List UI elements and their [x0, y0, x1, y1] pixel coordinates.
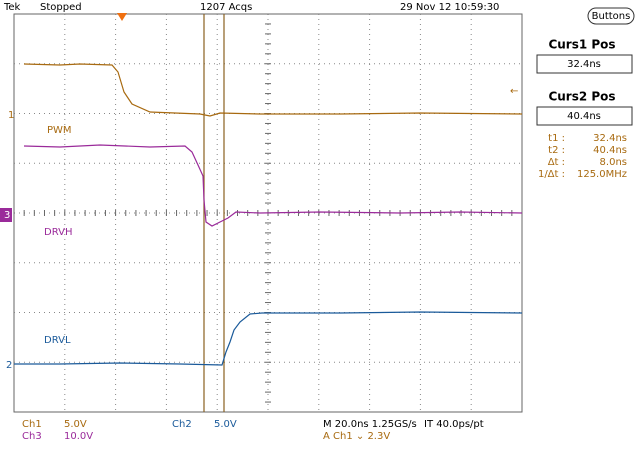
- pwm-label: PWM: [47, 125, 72, 136]
- drvl-trace: [14, 311, 523, 366]
- ch2-marker: 2: [6, 360, 12, 371]
- ch3-scale: 10.0V: [64, 431, 93, 442]
- readout-label: t2 :: [548, 145, 565, 156]
- readout-label: t1 :: [548, 133, 565, 144]
- ch1-name: Ch1: [22, 419, 42, 430]
- curs2-title: Curs2 Pos: [548, 90, 615, 104]
- drvh-trace: [23, 144, 523, 227]
- trigger-setting: A Ch1 ⌄ 2.3V: [323, 431, 390, 442]
- buttons-button[interactable]: [587, 7, 635, 25]
- interpolation: IT 40.0ps/pt: [424, 419, 484, 430]
- drvh-label: DRVH: [44, 227, 72, 238]
- pwm-trace: [23, 63, 523, 117]
- ch3-marker: 3: [4, 210, 10, 221]
- readout-label: Δt :: [548, 157, 565, 168]
- readout-label: 1/Δt :: [538, 169, 565, 180]
- trigger-position: [117, 13, 127, 21]
- readout-value: 32.4ns: [593, 133, 627, 144]
- acquisitions: 1207 Acqs: [200, 2, 252, 13]
- readout-value: 8.0ns: [600, 157, 627, 168]
- curs2-box: [536, 106, 633, 126]
- datetime: 29 Nov 12 10:59:30: [400, 2, 499, 13]
- ch2-scale: 5.0V: [214, 419, 237, 430]
- readout-value: 40.4ns: [593, 145, 627, 156]
- timebase: M 20.0ns 1.25GS/s: [323, 419, 417, 430]
- trigger-level-arrow: ←: [510, 86, 518, 97]
- ch3-marker-box: [0, 208, 12, 222]
- drvl-label: DRVL: [44, 335, 71, 346]
- curs1-title: Curs1 Pos: [548, 38, 615, 52]
- ch1-scale: 5.0V: [64, 419, 87, 430]
- curs1-box: [536, 54, 633, 74]
- instrument: Tek: [3, 2, 21, 13]
- ch3-name: Ch3: [22, 431, 42, 442]
- ch2-name: Ch2: [172, 419, 192, 430]
- buttons-label[interactable]: Buttons: [592, 11, 631, 22]
- curs2-value: 40.4ns: [567, 111, 601, 122]
- curs1-value: 32.4ns: [567, 59, 601, 70]
- status: Stopped: [40, 2, 82, 13]
- ch1-marker: 1: [8, 110, 14, 121]
- readout-value: 125.0MHz: [577, 169, 627, 180]
